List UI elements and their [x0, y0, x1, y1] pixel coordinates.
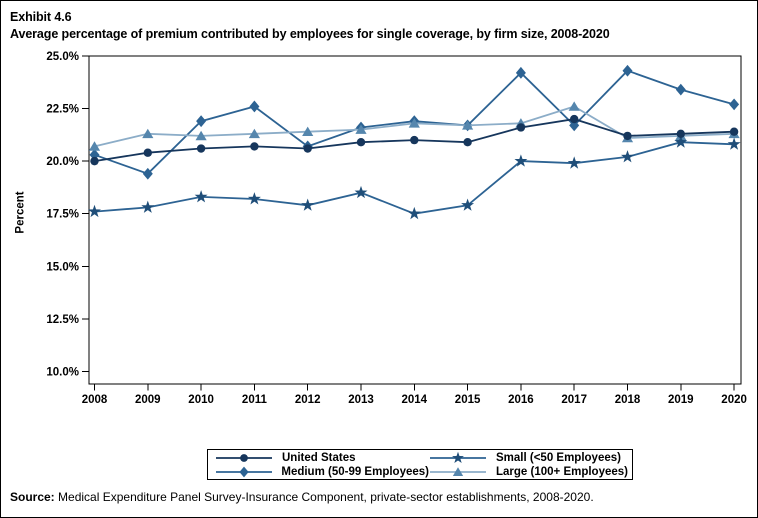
x-tick-label: 2013: [348, 394, 374, 406]
chart-title: Average percentage of premium contribute…: [10, 26, 610, 41]
x-tick-label: 2015: [455, 394, 481, 406]
legend-item-small: Small (<50 Employees): [429, 451, 628, 465]
y-tick-label: 12.5%: [46, 314, 79, 326]
source-text: Medical Expenditure Panel Survey-Insuran…: [58, 490, 594, 504]
x-tick-label: 2011: [242, 394, 268, 406]
y-tick-label: 17.5%: [46, 209, 79, 221]
legend-label: United States: [282, 452, 356, 464]
legend-item-united-states: United States: [215, 451, 429, 465]
series-united-states: [90, 114, 739, 166]
legend-label: Large (100+ Employees): [496, 466, 628, 478]
x-tick-label: 2012: [295, 394, 321, 406]
x-tick-label: 2014: [402, 394, 428, 406]
y-axis-ticks: 10.0% 12.5% 15.0% 17.5% 20.0% 22.5% 25.0%: [46, 51, 89, 378]
exhibit-label: Exhibit 4.6: [10, 10, 72, 24]
y-tick-label: 20.0%: [46, 156, 79, 168]
source-note: Source: Medical Expenditure Panel Survey…: [10, 490, 594, 504]
legend-item-medium: Medium (50-99 Employees): [215, 465, 429, 479]
x-tick-label: 2018: [615, 394, 641, 406]
legend-star-marker-icon: [430, 451, 486, 464]
x-tick-label: 2017: [561, 394, 587, 406]
x-tick-label: 2010: [188, 394, 214, 406]
legend: United States Small (<50 Employees) Medi…: [207, 449, 633, 480]
series-line: [94, 141, 735, 215]
x-tick-label: 2016: [508, 394, 534, 406]
legend-item-large: Large (100+ Employees): [429, 465, 628, 479]
legend-triangle-marker-icon: [430, 467, 486, 476]
y-tick-label: 22.5%: [46, 104, 79, 116]
x-tick-label: 2020: [721, 394, 747, 406]
x-axis-ticks: 2008 2009 2010 2011 2012 2013 2014 2015 2016 2017…: [82, 384, 747, 406]
series-small-50-employees: [88, 135, 741, 220]
legend-label: Medium (50-99 Employees): [281, 466, 429, 478]
x-tick-label: 2009: [135, 394, 161, 406]
axes: [88, 55, 742, 385]
y-tick-label: 25.0%: [46, 51, 79, 63]
y-tick-label: 15.0%: [46, 261, 79, 273]
chart-header: Exhibit 4.6 Average percentage of premiu…: [10, 9, 610, 42]
legend-label: Small (<50 Employees): [496, 452, 621, 464]
legend-circle-marker-icon: [216, 454, 272, 462]
source-label: Source:: [10, 490, 55, 504]
x-tick-label: 2019: [668, 394, 694, 406]
x-tick-label: 2008: [82, 394, 108, 406]
legend-diamond-marker-icon: [216, 466, 272, 478]
y-tick-label: 10.0%: [46, 366, 79, 378]
